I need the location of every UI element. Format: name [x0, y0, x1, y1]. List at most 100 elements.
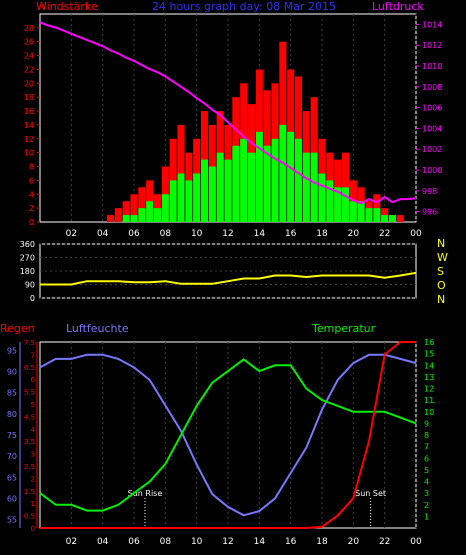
- wind-average-bar: [224, 159, 232, 222]
- rain-line: [40, 341, 416, 529]
- wind-x-tick-label: 00: [410, 229, 422, 239]
- wind-average-bar: [373, 208, 381, 222]
- temperature-line: [39, 358, 417, 512]
- rain-y-tick-label: 6.5: [24, 364, 35, 372]
- wind-average-bar: [247, 152, 256, 222]
- wind-y-tick-label: 14: [24, 121, 34, 130]
- rain-y-tick-label: 4: [31, 426, 36, 434]
- rain-x-tick-label: 00: [410, 537, 422, 547]
- humidity-y-tick-label: 85: [7, 389, 17, 398]
- wind-average-bar: [287, 131, 295, 222]
- rain-y-tick-label: 2.5: [24, 463, 35, 471]
- pressure-y-tick-label: 1000: [422, 166, 442, 175]
- wind-average-bar: [388, 215, 397, 222]
- temperature-y-tick-label: 2: [424, 501, 429, 510]
- direction-y-tick-label: 90: [25, 281, 35, 290]
- temperature-y-tick-label: 12: [424, 385, 434, 394]
- wind-x-tick-label: 12: [222, 229, 233, 239]
- rain-y-tick-label: 0.5: [24, 513, 35, 521]
- rain-label: Regen: [0, 322, 35, 335]
- humidity-y-tick-label: 95: [7, 346, 17, 355]
- pressure-y-tick-label: 1014: [422, 20, 442, 29]
- wind-average-bar: [294, 138, 303, 222]
- direction-line: [40, 271, 417, 286]
- humidity-y-tick-label: 70: [7, 452, 17, 461]
- wind-average-bar: [240, 138, 248, 222]
- wind-average-bar: [146, 201, 154, 222]
- wind-average-bar: [232, 145, 240, 222]
- pressure-y-tick-label: 1004: [422, 124, 442, 133]
- compass-label: W: [437, 251, 448, 264]
- wind-x-tick-label: 06: [128, 229, 140, 239]
- wind-x-tick-label: 22: [379, 229, 390, 239]
- temperature-y-tick-label: 10: [424, 408, 434, 417]
- wind-y-tick-label: 20: [24, 79, 34, 88]
- direction-y-tick-label: 180: [20, 267, 35, 276]
- temperature-y-tick-label: 9: [424, 419, 429, 428]
- rain-x-tick-label: 08: [160, 537, 172, 547]
- pressure-line: [39, 21, 417, 205]
- rain-humidity-temperature-panel: 00.511.522.533.544.555.566.577.555606570…: [7, 338, 434, 547]
- pressure-axis-label: Luftdruck: [372, 0, 424, 13]
- rain-y-tick-label: 0: [31, 525, 35, 533]
- wind-gust-bar: [122, 201, 130, 222]
- wind-average-bar: [193, 173, 201, 222]
- temperature-y-tick-label: 11: [424, 396, 434, 405]
- wind-gust-bar: [114, 208, 122, 222]
- wind-average-bar: [216, 152, 224, 222]
- wind-average-bar: [334, 187, 342, 222]
- humidity-y-tick-label: 80: [7, 410, 17, 419]
- wind-gust-bar: [138, 187, 146, 222]
- compass-label: N: [437, 293, 445, 306]
- wind-y-tick-label: 12: [24, 135, 34, 144]
- wind-average-bar: [341, 187, 350, 222]
- wind-average-bar: [255, 131, 263, 222]
- pressure-y-tick-label: 996: [422, 208, 437, 217]
- rain-x-tick-label: 20: [348, 537, 360, 547]
- wind-average-bar: [318, 173, 326, 222]
- rain-y-tick-label: 4.5: [24, 413, 35, 421]
- wind-average-bar: [310, 152, 318, 222]
- rain-x-tick-label: 04: [97, 537, 109, 547]
- wind-average-bar: [302, 152, 310, 222]
- wind-average-bar: [138, 208, 146, 222]
- humidity-label: Luftfeuchte: [66, 322, 129, 335]
- pressure-y-tick-label: 1002: [422, 145, 442, 154]
- wind-average-bar: [161, 194, 169, 222]
- humidity-y-tick-label: 55: [7, 516, 17, 525]
- wind-average-bar: [185, 180, 193, 222]
- wind-y-tick-label: 2: [29, 204, 34, 213]
- compass-label: S: [437, 265, 444, 278]
- wind-x-tick-label: 14: [254, 229, 266, 239]
- wind-gust-bar: [130, 194, 138, 222]
- wind-average-bar: [130, 215, 138, 222]
- humidity-y-tick-label: 65: [7, 473, 17, 482]
- wind-x-tick-label: 04: [97, 229, 109, 239]
- wind-average-bar: [365, 208, 373, 222]
- wind-x-tick-label: 20: [348, 229, 360, 239]
- rain-y-tick-label: 7: [31, 351, 35, 359]
- temperature-y-tick-label: 5: [424, 466, 429, 475]
- wind-y-tick-label: 8: [29, 163, 34, 172]
- rain-y-tick-label: 5: [31, 401, 35, 409]
- wind-average-bar: [271, 138, 279, 222]
- rain-y-tick-label: 5.5: [24, 389, 35, 397]
- wind-y-tick-label: 24: [24, 52, 34, 61]
- pressure-y-tick-label: 1012: [422, 41, 442, 50]
- rain-y-tick-label: 6: [31, 376, 36, 384]
- sun-marker-label: Sun Rise: [128, 489, 163, 498]
- rain-x-tick-label: 16: [285, 537, 297, 547]
- temperature-label: Temperatur: [311, 322, 376, 335]
- wind-average-bar: [326, 180, 334, 222]
- rain-x-tick-label: 18: [316, 537, 328, 547]
- rain-x-tick-label: 22: [379, 537, 390, 547]
- wind-y-tick-label: 22: [24, 65, 34, 74]
- rain-y-tick-label: 3.5: [24, 438, 35, 446]
- rain-x-tick-label: 10: [191, 537, 203, 547]
- wind-average-bar: [279, 124, 287, 222]
- wind-y-tick-label: 0: [29, 218, 34, 227]
- rain-x-tick-label: 12: [222, 537, 233, 547]
- temperature-y-tick-label: 16: [424, 338, 434, 347]
